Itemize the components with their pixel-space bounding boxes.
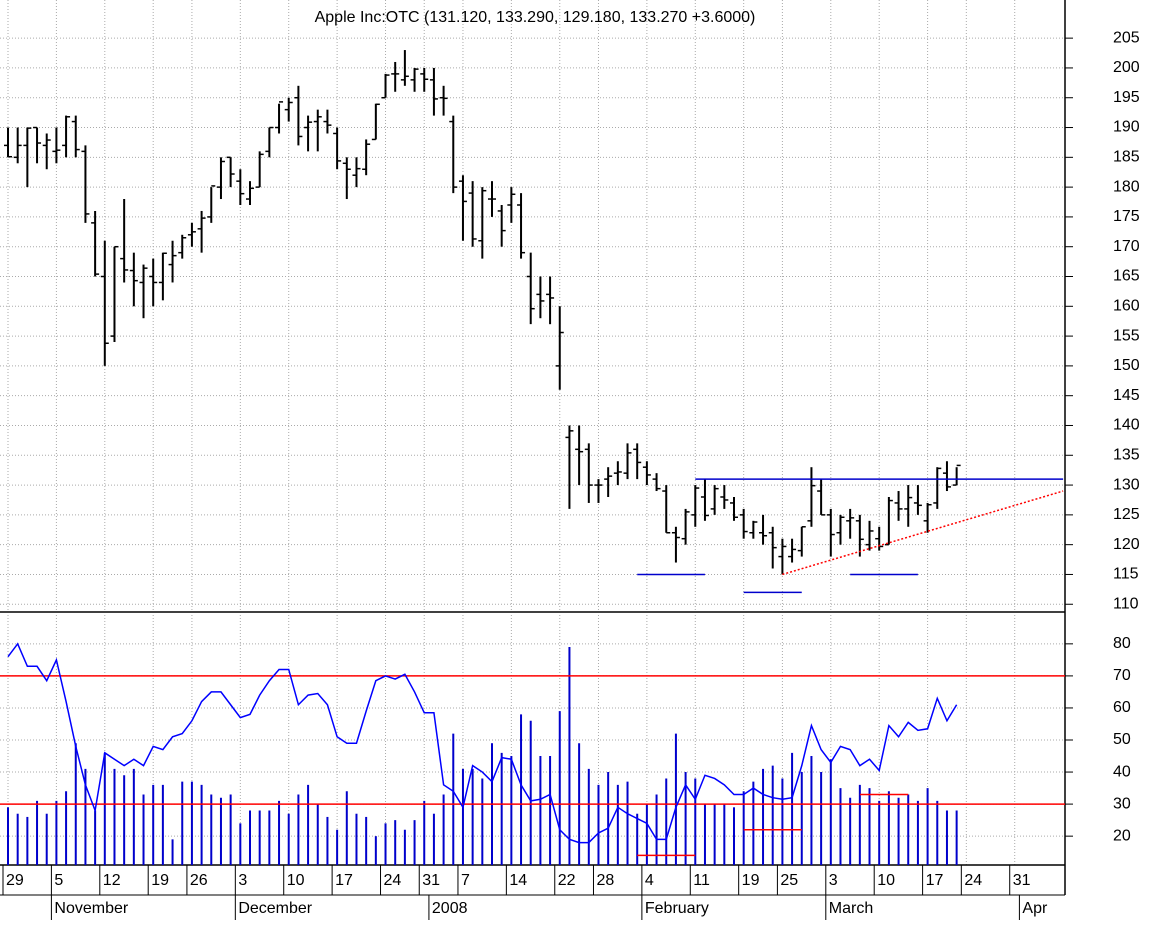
annotation-line [782, 490, 1064, 576]
y-tick-label: 180 [1113, 178, 1140, 195]
x-tick-label: 3 [829, 872, 838, 889]
y-tick-label: 175 [1113, 208, 1140, 225]
y-tick-label: 30 [1113, 795, 1131, 812]
y-tick-label: 70 [1113, 667, 1131, 684]
y-tick-label: 80 [1113, 635, 1131, 652]
chart-title: Apple Inc:OTC (131.120, 133.290, 129.180… [315, 9, 756, 26]
month-label: December [238, 900, 312, 917]
x-tick-label: 19 [151, 872, 169, 889]
y-tick-label: 145 [1113, 387, 1140, 404]
x-tick-label: 10 [287, 872, 305, 889]
y-tick-label: 125 [1113, 506, 1140, 523]
x-tick-label: 28 [596, 872, 614, 889]
x-tick-label: 24 [964, 872, 982, 889]
x-tick-label: 22 [558, 872, 576, 889]
y-tick-label: 185 [1113, 149, 1140, 166]
y-tick-label: 50 [1113, 731, 1131, 748]
month-label: November [54, 900, 128, 917]
x-tick-label: 17 [926, 872, 944, 889]
y-tick-label: 165 [1113, 268, 1140, 285]
y-tick-label: 110 [1113, 595, 1139, 612]
x-tick-label: 31 [1013, 872, 1031, 889]
y-tick-label: 195 [1113, 89, 1140, 106]
y-tick-label: 170 [1113, 238, 1140, 255]
y-tick-label: 135 [1113, 446, 1140, 463]
y-tick-label: 40 [1113, 763, 1131, 780]
y-tick-label: 155 [1113, 327, 1140, 344]
x-tick-label: 25 [780, 872, 798, 889]
month-label: February [645, 900, 709, 917]
y-tick-label: 60 [1113, 699, 1131, 716]
x-tick-label: 10 [877, 872, 895, 889]
y-tick-label: 150 [1113, 357, 1140, 374]
plot-clip-cover [1066, 895, 1156, 920]
month-label: March [829, 900, 873, 917]
month-label: Apr [1022, 900, 1048, 917]
x-tick-label: 14 [509, 872, 527, 889]
y-tick-label: 140 [1113, 417, 1140, 434]
y-tick-label: 115 [1113, 566, 1139, 583]
x-tick-label: 12 [103, 872, 121, 889]
y-tick-label: 205 [1113, 29, 1140, 46]
x-tick-label: 31 [422, 872, 440, 889]
x-tick-label: 24 [384, 872, 402, 889]
y-tick-label: 190 [1113, 119, 1140, 136]
x-tick-label: 19 [742, 872, 760, 889]
y-tick-label: 160 [1113, 298, 1140, 315]
rsi-line [7, 642, 958, 844]
y-tick-label: 120 [1113, 536, 1140, 553]
y-tick-label: 200 [1113, 59, 1140, 76]
x-tick-label: 5 [54, 872, 63, 889]
x-tick-label: 26 [190, 872, 208, 889]
x-tick-label: 11 [693, 872, 710, 889]
x-tick-label: 29 [6, 872, 24, 889]
x-tick-label: 17 [335, 872, 353, 889]
y-tick-label: 20 [1113, 827, 1131, 844]
y-tick-label: 130 [1113, 476, 1140, 493]
x-tick-label: 3 [238, 872, 247, 889]
x-tick-label: 4 [645, 872, 654, 889]
x-tick-label: 7 [461, 872, 470, 889]
month-label: 2008 [432, 900, 468, 917]
